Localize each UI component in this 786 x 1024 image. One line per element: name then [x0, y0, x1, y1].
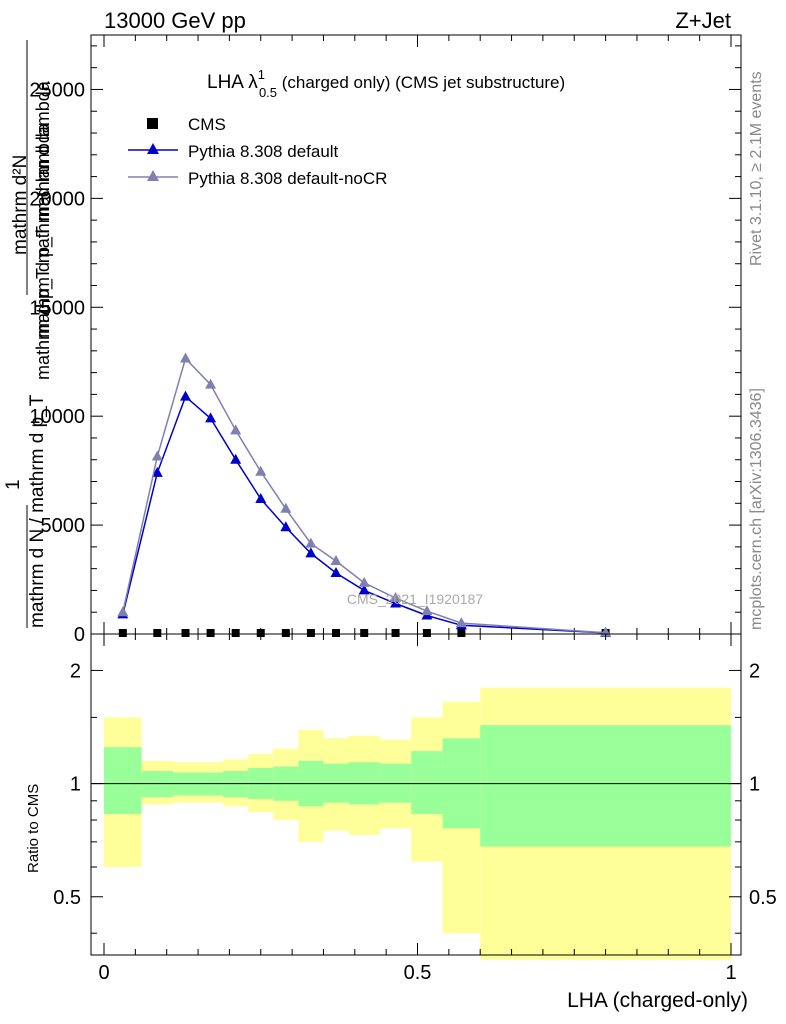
ratio-ytick-label-right: 1: [749, 774, 760, 796]
mcplots-label: mcplots.cern.ch [arXiv:1306.3436]: [748, 388, 765, 630]
series-nocr-marker: [390, 592, 402, 603]
series-nocr-line: [122, 357, 606, 634]
main-ytick-label: 10000: [29, 406, 85, 428]
ratio-plot: 0.5 0.5 1 1 2 2 0 0.5 1: [53, 633, 777, 984]
series-default-marker: [390, 597, 402, 608]
main-ytick-label: 5000: [41, 515, 86, 537]
legend-nocr-label: Pythia 8.308 default-noCR: [188, 169, 387, 188]
main-ytick-label: 0: [74, 624, 85, 646]
cms-data-point: [306, 629, 315, 637]
analysis-watermark: CMS_2021_I1920187: [347, 591, 483, 607]
ratio-ylabel: Ratio to CMS: [25, 784, 42, 873]
series-nocr-marker: [117, 606, 129, 617]
series-default-marker: [280, 521, 292, 532]
plot-title-prefix: LHA λ: [207, 72, 258, 93]
series-nocr-marker: [230, 424, 242, 435]
ylabel-top2: mathrm d p_T mathrm d lambda: [33, 80, 54, 338]
ylabel-mid: mathrm d p_T mathrm d lambda: [33, 122, 54, 380]
ratio-band-inner: [223, 771, 249, 798]
cms-data-point: [360, 629, 369, 637]
series-nocr-marker: [421, 605, 433, 616]
rivet-label: Rivet 3.1.10, ≥ 2.1M events: [748, 71, 765, 266]
cms-data-point: [118, 629, 127, 637]
legend-nocr-marker: [147, 170, 159, 181]
ratio-xtick-label: 0: [98, 962, 109, 984]
header-right: Z+Jet: [675, 8, 731, 33]
series-nocr-marker: [330, 555, 342, 566]
series-default-marker: [180, 390, 192, 401]
series-nocr-marker: [358, 576, 370, 587]
legend-cms-marker: [147, 118, 158, 129]
ratio-band-inner: [104, 747, 142, 815]
ratio-band-inner: [480, 725, 731, 847]
main-plot: 0 5000 10000 15000 20000 25000: [29, 34, 742, 646]
ratio-ytick-label-right: 2: [749, 660, 760, 682]
series-nocr-marker: [151, 450, 163, 461]
series-default-marker: [230, 453, 242, 464]
ratio-ytick-label: 2: [70, 660, 81, 682]
ratio-band-inner: [411, 751, 443, 815]
plot-title: LHA λ1 0.5 (charged only) (CMS jet substr…: [207, 67, 565, 100]
ratio-ytick-label: 0.5: [53, 887, 81, 909]
cms-data-point: [331, 629, 340, 637]
ylabel-bottom: mathrm d N / mathrm d p_T: [27, 394, 48, 628]
plot-title-sub: 0.5: [259, 85, 277, 100]
cms-data-point: [256, 629, 265, 637]
series-nocr-marker: [205, 378, 217, 389]
series-nocr-marker: [305, 537, 317, 548]
cms-data-point: [206, 629, 215, 637]
cms-data-point: [457, 629, 466, 637]
series-nocr-marker: [455, 617, 467, 628]
ratio-ytick-label-right: 0.5: [749, 887, 777, 909]
main-ytick-label: 20000: [29, 188, 85, 210]
ratio-frame: [90, 633, 742, 956]
ylabel-top: mathrm d²N: [10, 155, 31, 255]
series-nocr-marker: [280, 502, 292, 513]
ratio-xtick-label: 0.5: [404, 962, 432, 984]
main-ytick-label: 25000: [29, 79, 85, 101]
ylabel-one: 1: [3, 479, 24, 490]
series-default-marker: [330, 567, 342, 578]
series-default-marker: [255, 492, 267, 503]
legend-default-label: Pythia 8.308 default: [188, 142, 339, 161]
legend: CMS Pythia 8.308 default Pythia 8.308 de…: [128, 115, 387, 188]
series-nocr-marker: [255, 465, 267, 476]
cms-data-point: [231, 629, 240, 637]
main-ylabel: mathrm d²N mathrm d p_T mathrm d lambda …: [3, 40, 54, 628]
plot-title-sup: 1: [258, 67, 265, 82]
legend-cms-label: CMS: [188, 115, 226, 134]
cms-data-point: [422, 629, 431, 637]
cms-data-point: [391, 629, 400, 637]
cms-data-point: [181, 629, 190, 637]
series-default-marker: [205, 412, 217, 423]
series-nocr-marker: [180, 352, 192, 363]
ratio-xtick-label: 1: [725, 962, 736, 984]
plot-title-suffix: (charged only) (CMS jet substructure): [277, 73, 565, 92]
series-default-marker: [358, 584, 370, 595]
main-ytick-label: 15000: [29, 297, 85, 319]
series-default-marker: [151, 466, 163, 477]
legend-default-marker: [147, 143, 159, 154]
cms-data-point: [153, 629, 162, 637]
ratio-ytick-label: 1: [70, 774, 81, 796]
series-default-marker: [305, 547, 317, 558]
ratio-band-inner: [141, 771, 173, 798]
cms-data-point: [281, 629, 290, 637]
ratio-xlabel: LHA (charged-only): [567, 989, 748, 1012]
header-left: 13000 GeV pp: [104, 8, 246, 33]
